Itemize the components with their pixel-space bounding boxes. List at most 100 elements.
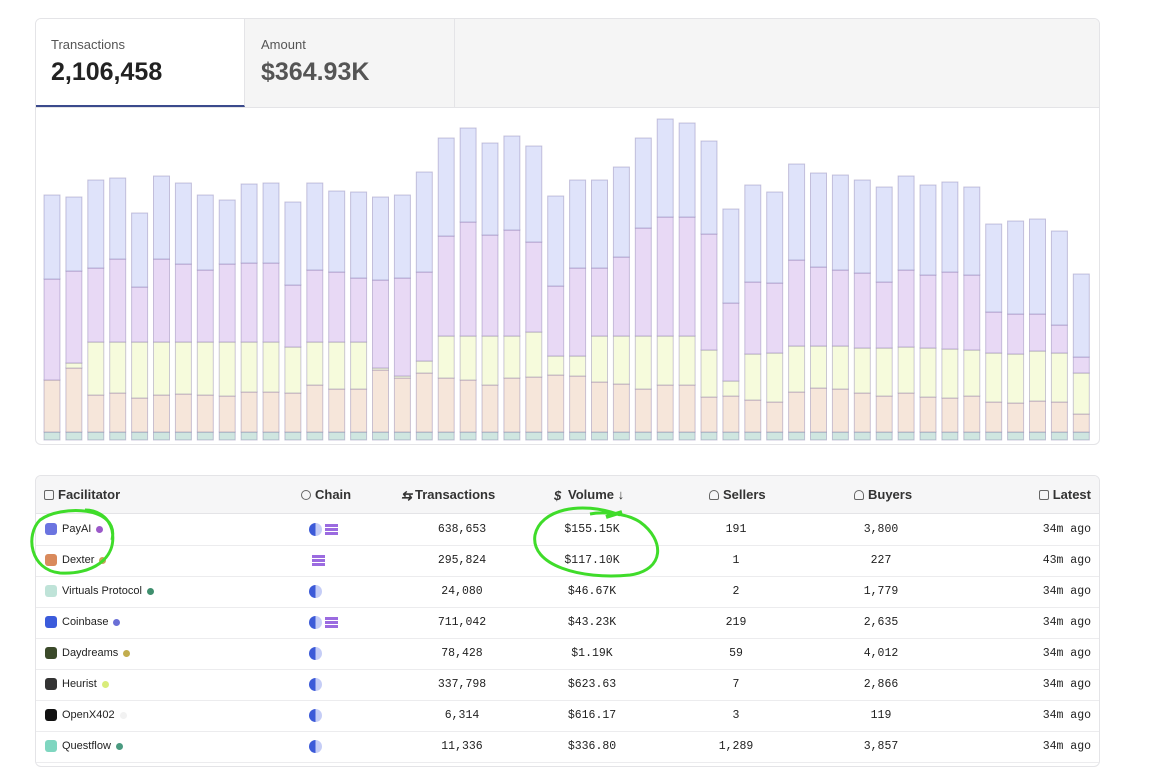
bar-segment <box>831 345 849 390</box>
table-row[interactable]: Heurist 337,798 $623.63 7 2,866 34m ago <box>36 669 1099 701</box>
bar-segment <box>656 216 674 337</box>
bar-segment <box>43 379 61 433</box>
bar-segment <box>591 381 608 433</box>
bar-segment <box>788 259 806 347</box>
column-header[interactable]: Sellers <box>709 476 766 513</box>
bar-segment <box>503 377 521 433</box>
bar-segment <box>547 431 565 441</box>
tab[interactable]: Amount $364.93K <box>246 19 455 107</box>
bar-segment <box>284 431 302 441</box>
bar-segment <box>109 392 127 433</box>
volume: $1.19K <box>571 647 613 660</box>
bar-segment <box>350 191 368 279</box>
bar-segment <box>262 341 280 393</box>
bar-segment <box>569 431 587 441</box>
tab[interactable]: Transactions 2,106,458 <box>36 19 245 107</box>
bar-segment <box>1072 372 1090 415</box>
bar-segment <box>919 396 937 433</box>
bar-segment <box>963 186 981 276</box>
bar-segment <box>328 341 346 390</box>
bar-segment <box>700 349 718 398</box>
bar-segment <box>459 221 477 337</box>
bar-segment <box>963 274 981 351</box>
bar-segment <box>284 284 302 348</box>
bar-segment <box>766 431 784 441</box>
facilitator-cell: Dexter <box>62 545 107 576</box>
buyers: 2,635 <box>863 616 899 629</box>
bar-segment <box>612 383 630 433</box>
bar-segment <box>1050 352 1068 403</box>
bar-segment <box>875 281 893 349</box>
chain-cell <box>309 638 322 669</box>
bar-segment <box>1007 431 1025 441</box>
chain-icon <box>309 646 322 660</box>
column-header[interactable]: ⇆ Transactions <box>401 487 496 503</box>
facilitator-cell: Coinbase <box>62 607 121 638</box>
table-row[interactable]: Coinbase 711,042 $43.23K 219 2,635 34m ago <box>36 607 1099 639</box>
tab-bar: Transactions 2,106,458 Amount $364.93K <box>36 19 1099 108</box>
bar-segment <box>810 431 827 441</box>
table-row[interactable]: OpenX402 6,314 $616.17 3 119 34m ago <box>36 700 1099 732</box>
column-header[interactable]: Facilitator <box>44 476 120 513</box>
bar-segment <box>131 431 149 441</box>
bar-segment <box>744 184 762 283</box>
latest: 34m ago <box>1042 647 1091 660</box>
sellers: 7 <box>732 678 740 691</box>
volume: $43.23K <box>567 616 617 629</box>
bar-segment <box>612 166 630 258</box>
bar-segment <box>547 285 565 357</box>
table-row[interactable]: Questflow 11,336 $336.80 1,289 3,857 34m ago <box>36 731 1099 763</box>
bar-segment <box>284 201 302 286</box>
volume: $616.17 <box>567 709 617 722</box>
bar-segment <box>612 256 630 337</box>
bar-segment <box>525 376 543 433</box>
facilitator-icon <box>45 554 57 566</box>
bar-segment <box>985 311 1003 354</box>
bar-segment <box>218 199 236 265</box>
bar-segment <box>65 431 83 441</box>
table-row[interactable]: PayAI 638,653 $155.15K 191 3,800 34m ago <box>36 514 1099 546</box>
column-header[interactable]: $ Volume ↓ <box>554 487 625 503</box>
bar-segment <box>985 431 1003 441</box>
table-row[interactable]: Virtuals Protocol 24,080 $46.67K 2 1,779 34m … <box>36 576 1099 608</box>
bar-segment <box>372 369 389 433</box>
bar-segment <box>328 388 346 433</box>
latest: 34m ago <box>1042 523 1091 536</box>
buyers: 227 <box>870 554 892 567</box>
header-text: Chain <box>315 487 352 502</box>
table-row[interactable]: Daydreams 78,428 $1.19K 59 4,012 34m ago <box>36 638 1099 670</box>
bar-segment <box>810 266 827 347</box>
chain-icon <box>309 522 322 536</box>
sellers: 191 <box>725 523 747 536</box>
bar-segment <box>722 380 740 397</box>
bar-segment <box>634 335 652 390</box>
bar-segment <box>153 175 170 260</box>
bar-segment <box>1007 402 1025 433</box>
column-header[interactable]: Chain <box>301 476 351 513</box>
bar-segment <box>196 194 214 271</box>
bar-segment <box>634 137 652 229</box>
bar-segment <box>766 401 784 433</box>
bar-segment <box>766 352 784 403</box>
latest: 43m ago <box>1042 554 1091 567</box>
sellers: 219 <box>725 616 747 629</box>
column-header[interactable]: Buyers <box>854 476 912 513</box>
facilitator-cell: Daydreams <box>62 638 131 669</box>
bar-segment <box>788 345 806 393</box>
sellers: 59 <box>729 647 743 660</box>
bar-segment <box>109 258 127 343</box>
table-row[interactable]: Dexter 295,824 $117.10K 1 227 43m ago <box>36 545 1099 577</box>
header-text: Facilitator <box>58 487 121 502</box>
bar-segment <box>174 393 192 433</box>
bar-segment <box>1050 401 1068 433</box>
column-header[interactable]: Latest <box>1038 476 1091 513</box>
bar-segment <box>831 388 849 433</box>
bar-segment <box>284 392 302 433</box>
status-dot <box>146 587 154 595</box>
bar-segment <box>941 348 959 399</box>
bar-segment <box>196 341 214 396</box>
header-text: Latest <box>1052 487 1091 502</box>
bar-segment <box>109 431 127 441</box>
bar-segment <box>65 367 83 433</box>
bar-segment <box>941 181 959 273</box>
